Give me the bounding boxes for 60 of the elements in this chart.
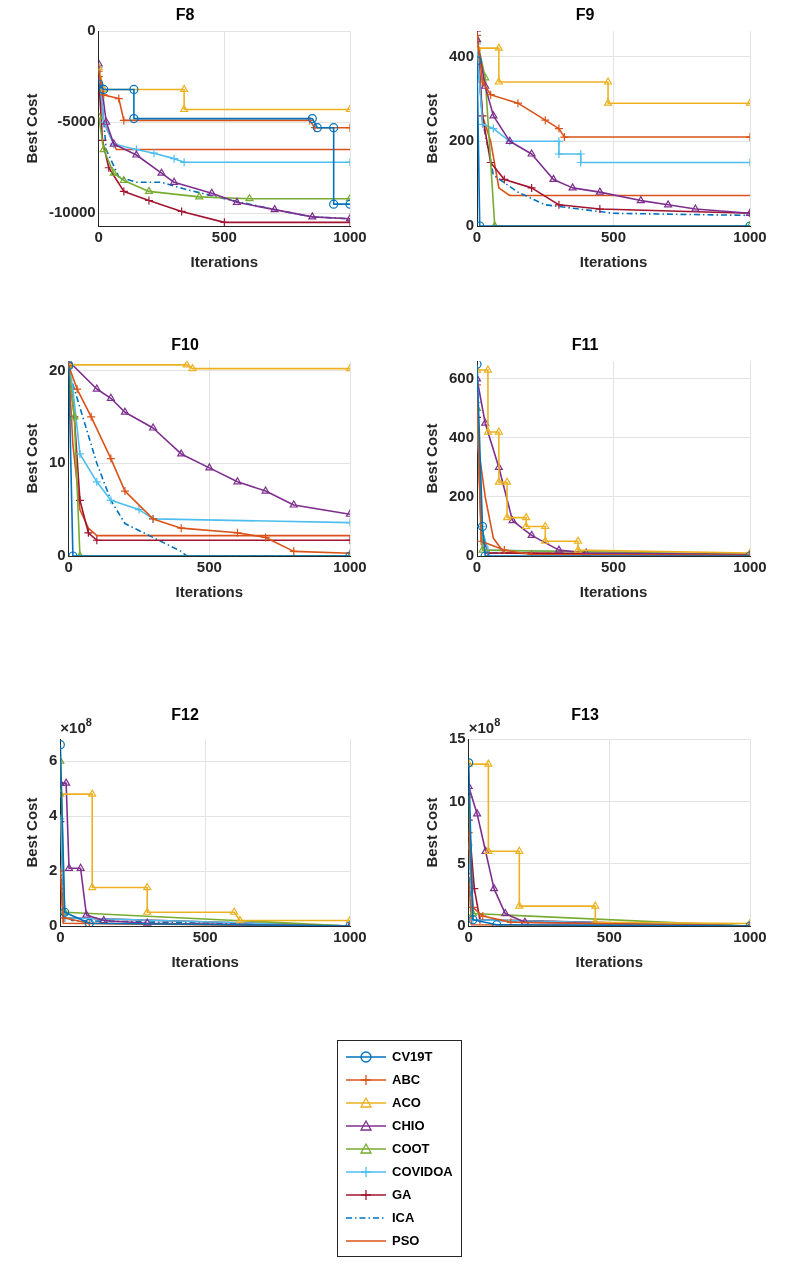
x-tick-label: 500	[211, 228, 237, 246]
x-tick-label: 1000	[733, 228, 767, 246]
legend-label: COVIDOA	[392, 1164, 453, 1179]
y-tick-label: 0	[57, 546, 66, 564]
x-axis-title: Iterations	[579, 253, 648, 271]
chart-title: F12	[171, 706, 199, 724]
legend-label: ABC	[392, 1072, 421, 1087]
y-axis-title: Best Cost	[23, 797, 41, 868]
x-tick-label: 500	[196, 558, 222, 576]
y-tick-label: 20	[49, 360, 66, 378]
legend-label: CHIO	[392, 1118, 425, 1133]
y-tick-label: 0	[49, 916, 58, 934]
x-tick-label: 1000	[333, 558, 367, 576]
y-tick-label: 200	[449, 131, 475, 149]
x-tick-label: 500	[601, 558, 627, 576]
y-axis-title: Best Cost	[423, 797, 441, 868]
x-tick-label: 1000	[733, 928, 767, 946]
y-axis-title: Best Cost	[423, 93, 441, 164]
x-axis-title: Iterations	[575, 953, 644, 971]
y-axis-title: Best Cost	[23, 93, 41, 164]
x-tick-label: 500	[192, 928, 218, 946]
y-tick-label: 10	[449, 791, 466, 809]
x-tick-label: 1000	[333, 928, 367, 946]
x-axis-title: Iterations	[190, 253, 259, 271]
y-axis-title: Best Cost	[23, 423, 41, 494]
chart-title: F9	[575, 6, 595, 24]
legend-label: COOT	[392, 1141, 430, 1156]
x-axis-title: Iterations	[579, 583, 648, 601]
y-tick-label: 400	[449, 428, 475, 446]
legend-label: CV19T	[392, 1049, 433, 1064]
y-tick-label: 5	[457, 853, 466, 871]
y-tick-label: -10000	[48, 203, 96, 221]
legend-label: PSO	[392, 1233, 420, 1248]
x-axis-title: Iterations	[171, 953, 239, 971]
y-tick-label: 0	[465, 216, 475, 234]
y-tick-label: 200	[449, 487, 475, 505]
x-tick-label: 1000	[333, 228, 367, 246]
chart-title: F13	[571, 706, 599, 724]
y-tick-label: 0	[457, 916, 466, 934]
x-tick-label: 500	[601, 228, 627, 246]
x-axis-title: Iterations	[175, 583, 244, 601]
y-tick-label: 0	[465, 546, 475, 564]
y-tick-label: 0	[87, 21, 96, 39]
legend-label: ACO	[392, 1095, 421, 1110]
chart-title: F8	[175, 6, 195, 24]
y-tick-label: 400	[449, 46, 475, 64]
y-tick-label: 10	[49, 453, 66, 471]
y-tick-label: 6	[49, 751, 58, 769]
x-tick-label: 500	[596, 928, 622, 946]
legend-label: ICA	[392, 1210, 415, 1225]
y-tick-label: 600	[449, 369, 475, 387]
x-tick-label: 1000	[733, 558, 767, 576]
y-tick-label: 4	[49, 806, 58, 824]
y-tick-label: -5000	[57, 112, 96, 130]
y-tick-label: 2	[49, 861, 58, 879]
y-tick-label: 15	[449, 729, 466, 747]
chart-title: F11	[571, 336, 599, 354]
legend-label: GA	[392, 1187, 412, 1202]
chart-title: F10	[171, 336, 199, 354]
y-axis-title: Best Cost	[423, 423, 441, 494]
